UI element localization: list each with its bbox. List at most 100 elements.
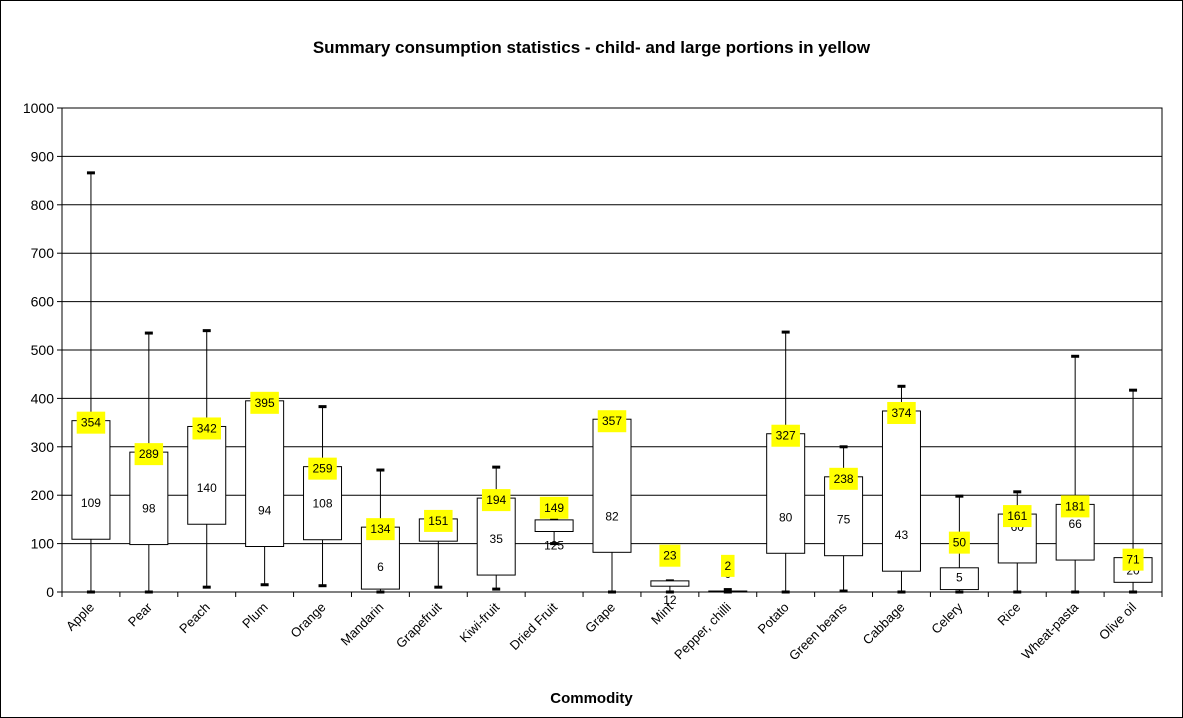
- median-label: 66: [1068, 517, 1082, 531]
- box-apple: 109 354: [71, 171, 111, 594]
- large-portion-highlight: [887, 401, 916, 424]
- box-dried-fruit: 125 149: [534, 496, 574, 553]
- box-mint: 12 23: [650, 544, 690, 607]
- box-potato: 80 327: [766, 330, 806, 594]
- median-label: 12: [663, 593, 677, 607]
- large-portion-label: 354: [81, 416, 101, 430]
- large-portion-highlight: [1003, 505, 1032, 528]
- large-portion-label: 134: [370, 522, 390, 536]
- y-tick-label: 400: [31, 390, 55, 406]
- box-cabbage: 43 374: [881, 384, 921, 594]
- large-portion-highlight: [659, 544, 681, 567]
- median-label: 109: [81, 496, 101, 510]
- large-portion-highlight: [76, 411, 106, 434]
- y-tick-label: 200: [31, 487, 55, 503]
- y-tick-label: 800: [31, 197, 55, 213]
- large-portion-highlight: [721, 554, 735, 577]
- large-portion-label: 395: [255, 396, 275, 410]
- median-label: 94: [258, 504, 272, 518]
- large-portion-highlight: [424, 509, 453, 532]
- large-portion-highlight: [1060, 495, 1090, 518]
- box-grapefruit: 151: [418, 509, 458, 589]
- x-tick-label: Mandarin: [338, 600, 387, 649]
- large-portion-highlight: [539, 496, 569, 519]
- x-tick-label: Cabbage: [860, 600, 908, 648]
- large-portion-highlight: [948, 531, 970, 554]
- x-tick-label: Potato: [755, 600, 792, 637]
- box-rice: 60161: [997, 490, 1037, 594]
- large-portion-label: 161: [1007, 509, 1027, 523]
- x-tick-label: Plum: [239, 600, 271, 632]
- box-olive-oil: 2071: [1113, 388, 1153, 594]
- large-portion-highlight: [481, 489, 511, 512]
- large-portion-label: 71: [1126, 553, 1140, 567]
- median-label: 108: [313, 497, 333, 511]
- x-tick-label: Pear: [125, 599, 155, 629]
- x-tick-label: Grape: [582, 600, 618, 636]
- large-portion-label: 238: [834, 472, 854, 486]
- box-plum: 94 395: [245, 391, 285, 587]
- x-axis-label: Commodity: [550, 690, 633, 707]
- median-label: 5: [956, 571, 963, 585]
- large-portion-highlight: [250, 391, 279, 414]
- y-tick-label: 300: [31, 439, 55, 455]
- y-tick-label: 1000: [23, 100, 54, 116]
- large-portion-label: 289: [139, 447, 159, 461]
- box-celery: 5 50: [939, 494, 979, 594]
- box: [534, 519, 574, 532]
- y-tick-label: 700: [31, 245, 55, 261]
- large-portion-label: 181: [1065, 499, 1085, 513]
- large-portion-label: 2: [724, 559, 731, 573]
- x-tick-label: Pepper, chilli: [671, 599, 734, 662]
- x-tick-label: Dried Fruit: [507, 599, 561, 653]
- box: [708, 590, 748, 593]
- large-portion-label: 342: [197, 421, 217, 435]
- large-portion-highlight: [192, 417, 221, 440]
- x-tick-label: Wheat-pasta: [1019, 599, 1082, 662]
- box: [592, 418, 632, 553]
- large-portion-label: 327: [776, 429, 796, 443]
- large-portion-highlight: [771, 424, 800, 447]
- median-label: 80: [779, 510, 793, 524]
- large-portion-highlight: [829, 467, 858, 490]
- box-mandarin: 6 134: [360, 468, 400, 594]
- box: [187, 425, 227, 525]
- box: [766, 433, 806, 554]
- large-portion-highlight: [597, 410, 627, 433]
- x-tick-label: Grapefruit: [393, 599, 445, 651]
- box: [650, 580, 690, 587]
- box: [71, 420, 111, 540]
- box-pepper-chilli: 02: [708, 554, 748, 594]
- y-tick-label: 0: [46, 584, 54, 600]
- box-orange: 108 259: [303, 405, 343, 588]
- x-tick-label: Rice: [994, 600, 1023, 629]
- x-tick-label: Peach: [176, 600, 213, 637]
- box-grape: 82 357: [592, 410, 632, 594]
- x-tick-label: Celery: [928, 599, 966, 637]
- box: [245, 400, 285, 548]
- x-tick-label: Orange: [287, 600, 328, 641]
- box: [129, 451, 169, 546]
- median-label: 98: [142, 502, 156, 516]
- large-portion-label: 259: [313, 462, 333, 476]
- median-label: 6: [377, 560, 384, 574]
- large-portion-label: 357: [602, 414, 622, 428]
- large-portion-highlight: [134, 443, 164, 466]
- y-tick-label: 100: [31, 536, 55, 552]
- large-portion-highlight: [1122, 548, 1144, 571]
- large-portion-label: 149: [544, 501, 564, 515]
- large-portion-label: 23: [663, 549, 677, 563]
- median-label: 82: [605, 509, 619, 523]
- large-portion-label: 50: [953, 536, 967, 550]
- chart-title: Summary consumption statistics - child- …: [312, 38, 871, 57]
- y-tick-label: 900: [31, 148, 55, 164]
- large-portion-label: 151: [428, 514, 448, 528]
- large-portion-highlight: [366, 518, 395, 541]
- x-tick-label: Green beans: [786, 599, 850, 663]
- box-green-beans: 75 238: [824, 445, 864, 593]
- x-tick-label: Apple: [63, 600, 97, 634]
- median-label: 35: [490, 532, 504, 546]
- box-kiwi-fruit: 35 194: [476, 465, 516, 591]
